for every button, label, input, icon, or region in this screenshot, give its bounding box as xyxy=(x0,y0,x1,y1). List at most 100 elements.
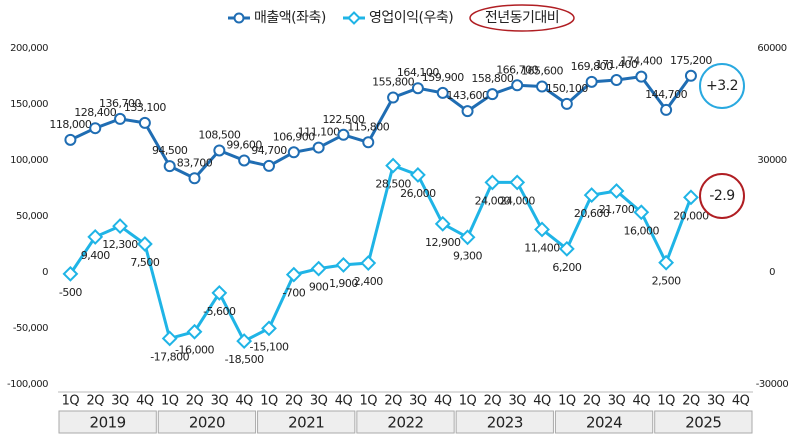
point xyxy=(536,80,549,93)
x-tick-label: 3Q xyxy=(310,394,328,409)
annotation-ring xyxy=(699,173,745,219)
data-label: 24,000 xyxy=(475,194,511,207)
x-tick-label: 2Q xyxy=(285,394,303,409)
data-label: 150,100 xyxy=(546,82,588,95)
data-label: 166,700 xyxy=(496,63,538,76)
data-label: 118,000 xyxy=(49,118,91,131)
data-label: 164,100 xyxy=(397,66,439,79)
data-label: 9,300 xyxy=(453,249,482,262)
data-label: 174,400 xyxy=(620,55,662,68)
point xyxy=(461,105,474,118)
point xyxy=(411,82,424,95)
x-tick-label: 2Q xyxy=(583,394,601,409)
data-label: 12,300 xyxy=(102,238,138,251)
point xyxy=(558,240,575,257)
y-tick-label: 100,000 xyxy=(10,155,48,166)
data-label: 169,800 xyxy=(571,60,613,73)
year-cell xyxy=(455,410,554,434)
x-tick-label: 4Q xyxy=(136,394,154,409)
year-cell xyxy=(654,410,753,434)
legend-note-ring xyxy=(469,4,575,32)
data-label: 11,400 xyxy=(524,241,560,254)
point xyxy=(484,174,501,191)
data-label: 6,200 xyxy=(552,261,581,274)
x-tick-label: 3Q xyxy=(608,394,626,409)
data-label: 83,700 xyxy=(177,156,213,169)
data-label: -17,800 xyxy=(150,350,189,363)
year-label: 2022 xyxy=(387,414,423,432)
year-cell xyxy=(157,410,257,434)
legend-marker xyxy=(233,12,245,24)
year-label: 2023 xyxy=(487,414,523,432)
data-label: 24,000 xyxy=(499,194,535,207)
data-label: 2,400 xyxy=(354,275,383,288)
x-tick-label: 2Q xyxy=(682,394,700,409)
data-label: 26,000 xyxy=(400,187,436,200)
point xyxy=(409,167,426,183)
point xyxy=(211,284,228,301)
point xyxy=(161,330,178,347)
data-label: 94,500 xyxy=(152,144,188,157)
data-label: 108,500 xyxy=(198,128,240,141)
x-tick-label: 1Q xyxy=(558,394,576,409)
x-tick-label: 4Q xyxy=(235,394,253,409)
point xyxy=(138,116,151,129)
point xyxy=(163,160,176,173)
point xyxy=(236,333,253,349)
data-label: 9,400 xyxy=(81,249,110,262)
data-label: 133,100 xyxy=(124,101,166,114)
point xyxy=(337,128,350,141)
year-label: 2025 xyxy=(685,414,721,432)
point xyxy=(262,159,275,172)
y2-tick-label: 60000 xyxy=(757,43,786,54)
point xyxy=(387,91,400,104)
year-cell xyxy=(58,410,157,434)
data-label: 111,100 xyxy=(298,126,340,139)
point xyxy=(186,323,203,340)
y2-tick-label: 0 xyxy=(769,267,775,278)
year-label: 2019 xyxy=(90,414,126,432)
data-label: 16,000 xyxy=(624,224,660,237)
point xyxy=(486,88,499,101)
x-tick-label: 1Q xyxy=(459,394,477,409)
point xyxy=(87,228,104,245)
legend-marker xyxy=(347,11,361,25)
data-label: 143,600 xyxy=(447,89,489,102)
x-tick-label: 2Q xyxy=(484,394,502,409)
data-label: 94,700 xyxy=(251,144,287,157)
data-label: 2,500 xyxy=(652,275,681,288)
data-label: 1,900 xyxy=(329,277,358,290)
y2-tick-label: 30000 xyxy=(757,155,786,166)
data-label: -16,000 xyxy=(175,344,214,357)
series-line xyxy=(69,163,693,344)
x-tick-label: 3Q xyxy=(111,394,129,409)
point xyxy=(310,260,327,277)
y-tick-label: 150,000 xyxy=(10,99,48,110)
point xyxy=(335,256,352,273)
data-label: -15,100 xyxy=(249,340,288,353)
point xyxy=(658,254,675,271)
point xyxy=(62,265,79,282)
data-label: 7,500 xyxy=(130,256,159,269)
point xyxy=(608,183,625,199)
data-label: 155,800 xyxy=(372,76,414,89)
data-label: 136,700 xyxy=(99,97,141,110)
annotation: -2.9 xyxy=(709,188,734,204)
x-tick-label: 4Q xyxy=(732,394,750,409)
point xyxy=(112,218,128,234)
point xyxy=(660,103,673,116)
year-cell xyxy=(257,410,356,434)
x-tick-label: 3Q xyxy=(707,394,725,409)
x-tick-label: 4Q xyxy=(335,394,353,409)
data-label: 122,500 xyxy=(322,113,364,126)
point xyxy=(509,174,526,191)
x-tick-label: 1Q xyxy=(161,394,179,409)
point xyxy=(434,215,451,232)
point xyxy=(238,154,251,167)
annotation-ring xyxy=(699,63,745,109)
data-label: 175,200 xyxy=(670,54,712,67)
point xyxy=(312,141,325,154)
data-label: 99,600 xyxy=(226,138,262,151)
point xyxy=(188,172,201,185)
